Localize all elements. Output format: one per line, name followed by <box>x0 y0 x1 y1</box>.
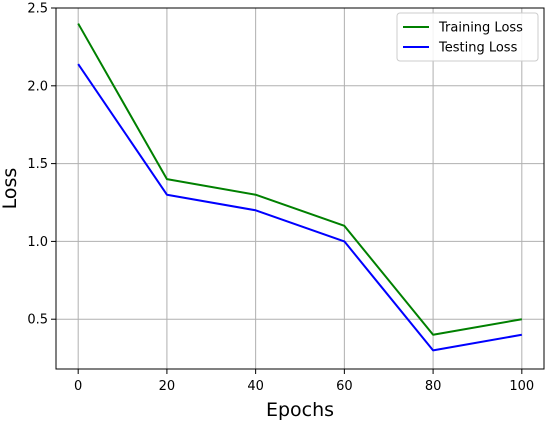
legend-label: Testing Loss <box>438 41 518 56</box>
x-tick-label: 20 <box>159 379 176 394</box>
grid <box>56 7 544 369</box>
plot-area-frame <box>55 7 545 370</box>
y-tick-label: 2.0 <box>27 79 48 94</box>
y-tick-label: 1.5 <box>27 157 48 172</box>
y-tick-label: 1.0 <box>27 235 48 250</box>
axis-ticks: 0 20 40 60 80 100 0.5 1.0 1.5 2.0 2.5 <box>27 2 534 395</box>
x-tick-label: 40 <box>247 379 264 394</box>
x-tick-label: 0 <box>74 379 82 394</box>
y-tick-label: 0.5 <box>27 313 48 328</box>
y-tick-label: 2.5 <box>27 2 48 17</box>
legend-label: Training Loss <box>438 21 523 36</box>
x-tick-label: 80 <box>425 379 442 394</box>
y-axis-label: Loss <box>0 168 21 210</box>
series-line-training-loss <box>77 23 522 336</box>
series-lines <box>77 23 522 352</box>
x-tick-label: 100 <box>509 379 534 394</box>
x-axis-label: Epochs <box>266 399 334 421</box>
legend: Training Loss Testing Loss <box>396 12 539 62</box>
legend-box <box>396 12 539 62</box>
x-tick-label: 60 <box>336 379 353 394</box>
series-line-testing-loss <box>77 63 522 352</box>
